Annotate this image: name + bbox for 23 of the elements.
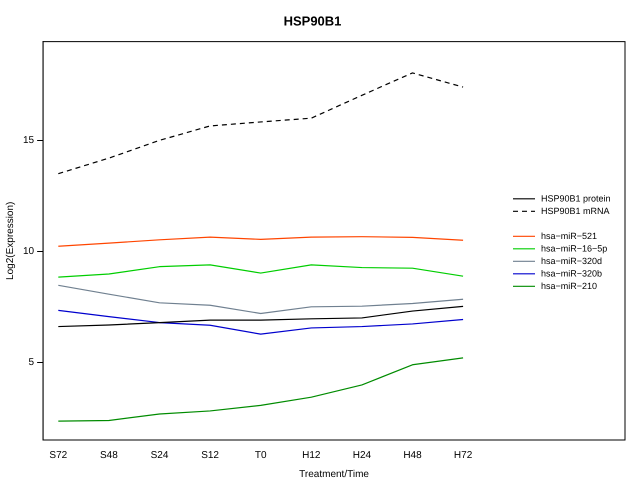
legend-label: hsa−miR−320d bbox=[541, 256, 602, 266]
x-tick-label: H72 bbox=[454, 450, 473, 461]
x-tick-label: H12 bbox=[302, 450, 321, 461]
y-tick-label: 10 bbox=[23, 246, 35, 258]
legend-label: hsa−miR−210 bbox=[541, 280, 598, 291]
x-tick-label: S48 bbox=[100, 450, 118, 461]
x-axis-title: Treatment/Time bbox=[299, 468, 370, 480]
x-tick-label: T0 bbox=[254, 450, 267, 461]
chart-title: HSP90B1 bbox=[284, 13, 342, 28]
x-tick-label: H48 bbox=[403, 450, 422, 461]
legend-label: HSP90B1 protein bbox=[541, 193, 611, 204]
legend-label: hsa−miR−320b bbox=[541, 268, 602, 278]
legend-label: hsa−miR−521 bbox=[541, 230, 598, 241]
x-tick-label: S24 bbox=[150, 450, 169, 461]
line-series bbox=[58, 72, 464, 174]
y-tick-label: 15 bbox=[23, 135, 35, 146]
x-tick-label: S12 bbox=[201, 450, 220, 461]
legend-label: HSP90B1 mRNA bbox=[541, 206, 610, 216]
legend-label: hsa−miR−16−5p bbox=[541, 243, 608, 254]
x-tick-label: H24 bbox=[352, 450, 372, 461]
y-axis-title: Log2(Expression) bbox=[4, 202, 16, 280]
x-tick-label: S72 bbox=[49, 450, 68, 461]
y-tick-label: 5 bbox=[28, 357, 35, 368]
